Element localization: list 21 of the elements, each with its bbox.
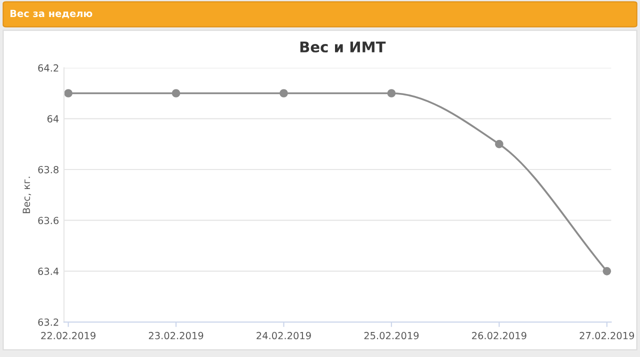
x-tick-label: 23.02.2019 [148, 332, 204, 340]
y-tick-label: 63.8 [38, 166, 58, 174]
y-tick-label: 63.2 [38, 318, 58, 326]
point [64, 89, 72, 98]
x-tick-label: 24.02.2019 [256, 332, 311, 340]
y-tick-label: 64 [47, 115, 59, 122]
point [172, 89, 180, 98]
x-tick-label: 22.02.2019 [41, 332, 96, 340]
point [280, 89, 288, 98]
point [602, 267, 612, 276]
x-tick-label: 27.02.2019 [580, 332, 634, 340]
y-axis-title: Вес, кг. [22, 176, 32, 214]
chart-subtitle: Вес и ИМТ [300, 42, 386, 52]
point [495, 140, 504, 148]
x-tick-label: 26.02.2019 [472, 332, 526, 340]
y-tick-label: 64.2 [38, 64, 58, 72]
y-tick-label: 63.4 [38, 268, 59, 276]
point [387, 89, 396, 98]
x-tick-label: 25.02.2019 [364, 332, 419, 340]
chart-title: Вес за неделю [10, 10, 92, 18]
y-tick-label: 63.6 [38, 216, 59, 224]
